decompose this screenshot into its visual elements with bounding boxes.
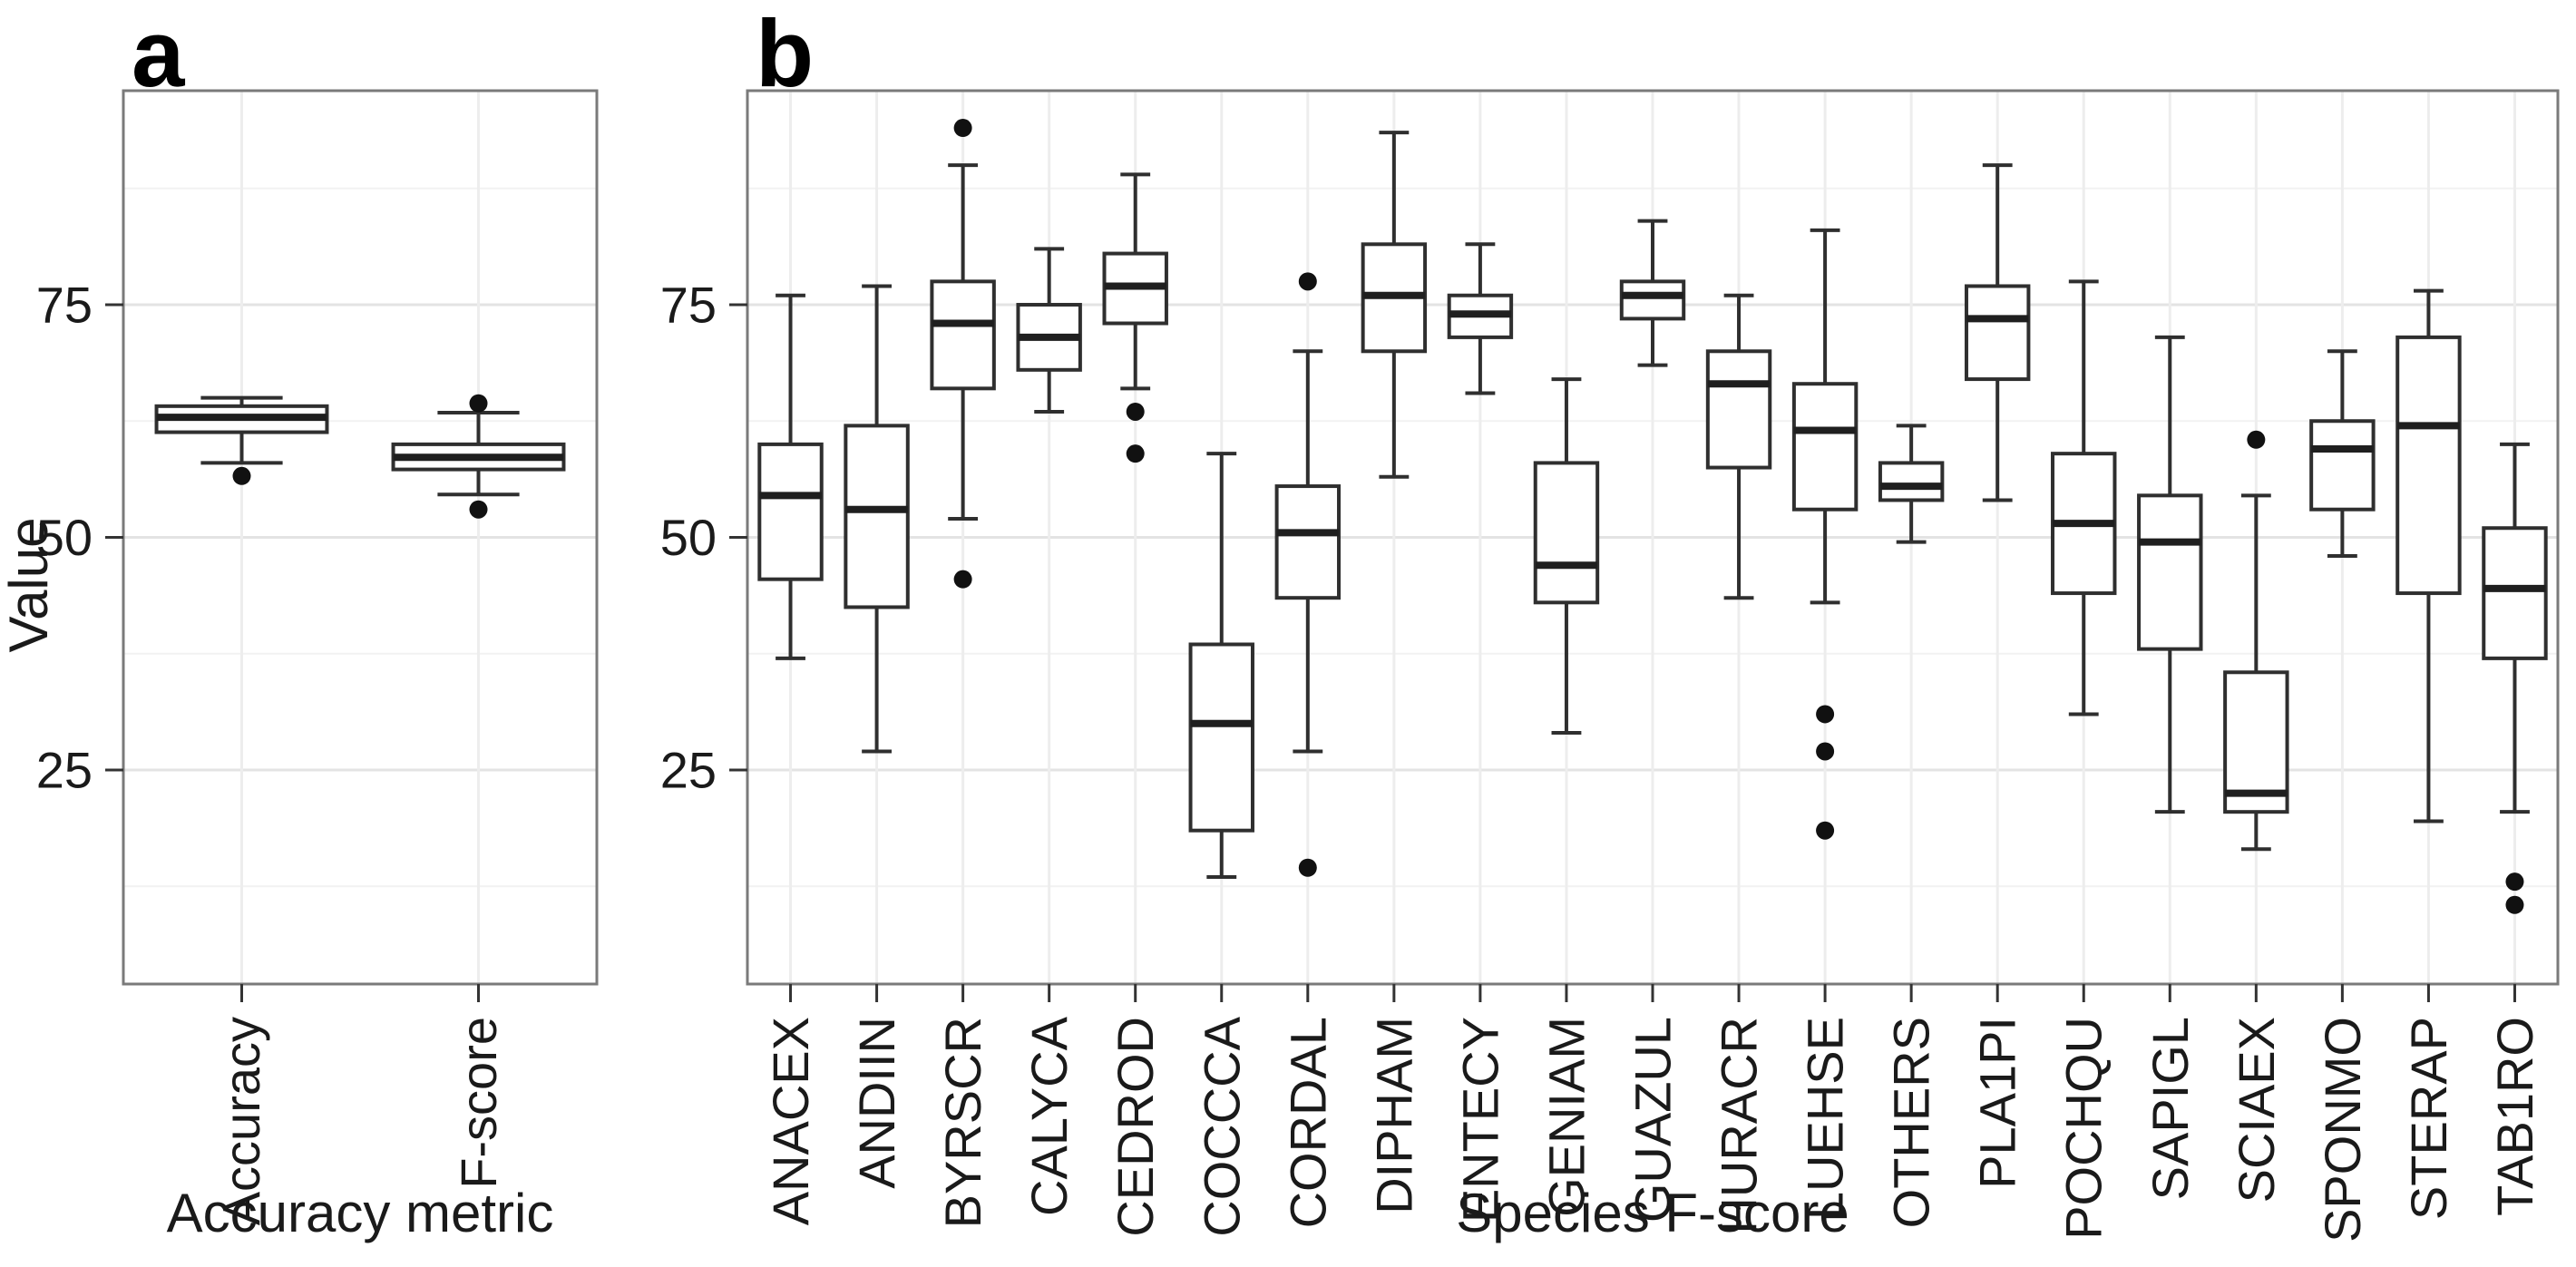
outlier-point xyxy=(1816,821,1835,840)
iqr-box xyxy=(1188,642,1254,833)
panel-b: 25 50 75 ANACEX ANDIIN BYRSCR CALYCA CEDROD COCC… xyxy=(660,89,2560,1243)
iqr-box xyxy=(757,442,824,581)
x-axis-title-panel-a: Accuracy metric xyxy=(167,1183,554,1243)
iqr-box xyxy=(1878,461,1945,502)
iqr-box xyxy=(1791,382,1859,512)
panel-b-letter: b xyxy=(756,1,814,107)
outlier-point xyxy=(232,466,251,485)
x-category-label: ANDIIN xyxy=(848,1017,905,1189)
x-category-label: CALYCA xyxy=(1020,1016,1078,1216)
outlier-point xyxy=(1298,858,1317,877)
y-tick-label: 50 xyxy=(660,509,717,566)
panel-a: 25 50 75 Accuracy F-score xyxy=(36,89,599,1225)
iqr-box xyxy=(2482,526,2548,660)
panel-a-letter: a xyxy=(132,1,186,107)
x-category-label: ANACEX xyxy=(762,1017,819,1225)
iqr-box xyxy=(2395,335,2462,596)
y-tick-label: 75 xyxy=(36,276,93,333)
y-tick-label: 75 xyxy=(660,276,717,333)
iqr-box xyxy=(2309,419,2376,512)
x-category-label: TAB1RO xyxy=(2486,1017,2543,1216)
outlier-point xyxy=(2505,872,2524,892)
iqr-box xyxy=(1964,284,2031,382)
x-category-label: SCIAEX xyxy=(2228,1017,2285,1203)
outlier-point xyxy=(469,394,488,413)
x-category-label: CORDAL xyxy=(1279,1017,1336,1228)
x-category-label: CEDROD xyxy=(1107,1017,1164,1237)
outlier-point xyxy=(953,570,972,589)
x-category-label: POCHQU xyxy=(2055,1017,2113,1240)
outlier-point xyxy=(1126,444,1145,463)
outlier-point xyxy=(1816,742,1835,761)
iqr-box xyxy=(844,424,910,609)
iqr-box xyxy=(930,279,996,391)
x-category-label: DIPHAM xyxy=(1365,1017,1422,1214)
y-tick-label: 50 xyxy=(36,509,93,566)
y-axis-title: Value xyxy=(0,517,59,652)
iqr-box xyxy=(2137,493,2203,651)
x-category-label: HURACR xyxy=(1711,1017,1768,1234)
x-category-label: OTHERS xyxy=(1883,1017,1940,1228)
y-tick-label: 25 xyxy=(36,742,93,799)
y-tick-label: 25 xyxy=(660,742,717,799)
outlier-point xyxy=(953,119,972,138)
outlier-point xyxy=(2247,430,2266,449)
outlier-point xyxy=(1126,402,1145,421)
x-category-label: LUEHSE xyxy=(1797,1017,1854,1220)
x-category-label: GUAZUL xyxy=(1625,1017,1682,1223)
iqr-box xyxy=(2223,670,2289,814)
outlier-point xyxy=(1298,272,1317,291)
iqr-box xyxy=(1533,461,1600,605)
outlier-point xyxy=(469,500,488,519)
x-category-label: SAPIGL xyxy=(2142,1017,2199,1200)
x-category-label: STERAP xyxy=(2400,1017,2457,1220)
x-axis-title-panel-b: Species F-score xyxy=(1456,1183,1849,1243)
iqr-box xyxy=(1619,279,1686,321)
iqr-box xyxy=(1705,349,1772,470)
outlier-point xyxy=(1816,705,1835,724)
iqr-box xyxy=(1274,484,1342,600)
x-category-label: PLA1PI xyxy=(1969,1017,2026,1189)
x-category-label: F-score xyxy=(450,1017,507,1189)
x-category-label: BYRSCR xyxy=(934,1017,991,1228)
outlier-point xyxy=(2505,895,2524,914)
x-category-label: GENIAM xyxy=(1537,1017,1595,1217)
x-category-label: Accuracy xyxy=(213,1017,270,1225)
x-category-label: SPONMO xyxy=(2314,1017,2371,1243)
x-category-label: ENTECY xyxy=(1451,1017,1508,1223)
x-category-label: COCCCA xyxy=(1193,1016,1250,1236)
